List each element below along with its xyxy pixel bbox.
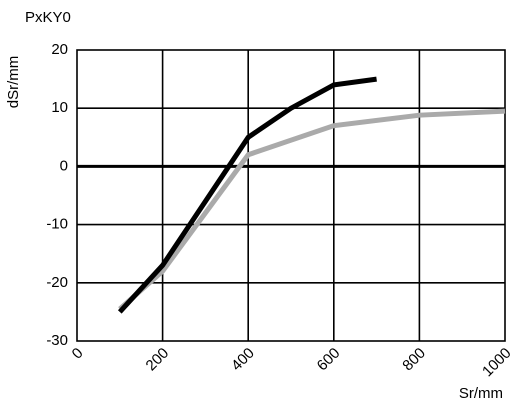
y-tick-label: -20 xyxy=(46,274,68,291)
y-tick-label: -30 xyxy=(46,332,68,349)
plot-frame xyxy=(76,49,506,342)
y-axis-title: dSr/mm xyxy=(5,56,22,109)
y-tick-label: 10 xyxy=(51,99,68,116)
x-tick-label: 200 xyxy=(143,345,173,375)
y-tick-label: 0 xyxy=(60,157,68,174)
x-tick-label: 600 xyxy=(314,345,344,375)
grid xyxy=(76,49,506,342)
y-tick-labels: 20 10 0 -10 -20 -30 xyxy=(46,41,68,349)
series-1-line xyxy=(118,108,506,311)
series-2-line xyxy=(117,76,377,314)
x-axis-title: Sr/mm xyxy=(459,385,503,402)
x-tick-labels: 0 200 400 600 800 1000 xyxy=(69,345,515,381)
chart-title: PxKY0 xyxy=(25,9,71,26)
x-tick-label: 400 xyxy=(228,345,258,375)
x-tick-label: 1000 xyxy=(479,345,515,381)
x-tick-label: 0 xyxy=(69,345,87,363)
x-tick-label: 800 xyxy=(399,345,429,375)
y-tick-label: -10 xyxy=(46,216,68,233)
series-layer xyxy=(117,76,506,314)
y-tick-label: 20 xyxy=(51,41,68,58)
